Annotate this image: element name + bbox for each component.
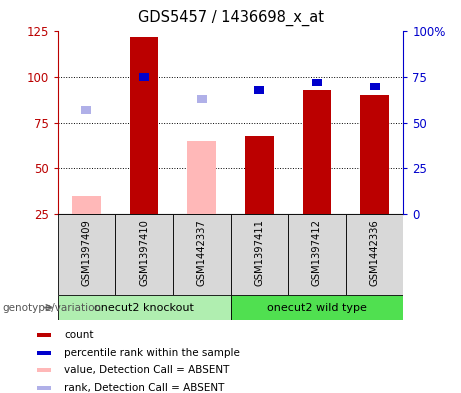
Bar (72, 196, 101, 214)
Bar (370, 83, 379, 90)
Text: value, Detection Call = ABSENT: value, Detection Call = ABSENT (64, 365, 230, 375)
Bar (302, 90, 331, 214)
Bar (245, 136, 274, 214)
Bar (130, 37, 159, 214)
Text: onecut2 knockout: onecut2 knockout (94, 303, 194, 312)
Text: onecut2 wild type: onecut2 wild type (267, 303, 367, 312)
Bar (197, 95, 207, 103)
Text: GSM1442337: GSM1442337 (197, 219, 207, 286)
Bar (187, 141, 216, 214)
Text: rank, Detection Call = ABSENT: rank, Detection Call = ABSENT (64, 383, 225, 393)
Text: percentile rank within the sample: percentile rank within the sample (64, 348, 240, 358)
Bar (139, 73, 149, 81)
Bar (230, 295, 403, 320)
Bar (360, 95, 389, 214)
Text: count: count (64, 330, 94, 340)
Text: GSM1397411: GSM1397411 (254, 219, 264, 286)
Text: GSM1397409: GSM1397409 (82, 219, 91, 286)
Bar (36, 368, 51, 372)
Bar (288, 214, 346, 295)
Text: GSM1397410: GSM1397410 (139, 219, 149, 286)
Bar (312, 79, 322, 86)
Text: GSM1442336: GSM1442336 (370, 219, 379, 286)
Bar (173, 214, 230, 295)
Bar (254, 86, 264, 94)
Bar (36, 351, 51, 354)
Bar (82, 107, 91, 114)
Bar (115, 214, 173, 295)
Bar (36, 333, 51, 337)
Bar (36, 386, 51, 390)
Bar (346, 214, 403, 295)
Bar (230, 214, 288, 295)
Text: GSM1397412: GSM1397412 (312, 219, 322, 286)
Text: GDS5457 / 1436698_x_at: GDS5457 / 1436698_x_at (137, 10, 324, 26)
Bar (58, 214, 115, 295)
Bar (58, 295, 230, 320)
Text: genotype/variation: genotype/variation (2, 303, 101, 312)
